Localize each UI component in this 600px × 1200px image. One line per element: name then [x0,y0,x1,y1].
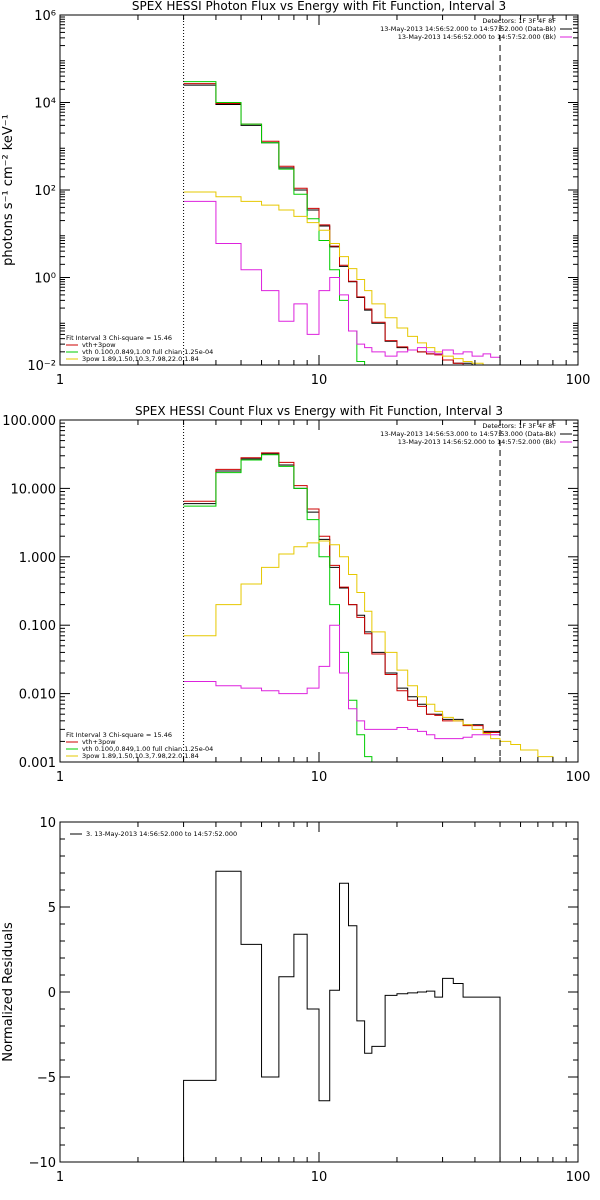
legend-bottom-entry: vth 0.100,0.849,1.00 full chian 1.25e-04 [82,745,213,753]
series-vth-3pow [183,452,501,733]
series-3pow [183,540,567,762]
y-tick-label: 10⁶ [34,9,56,24]
series-data-bk [183,453,501,732]
y-tick-label: 5 [48,901,56,916]
series-data-bk [183,84,473,365]
y-tick-label: 1.000 [19,551,56,566]
legend-bottom-entry: 3pow 1.89,1.50,10.3,7.98,22.0,1.84 [82,752,199,760]
legend-bottom-entry: Fit Interval 3 Chi-square = 15.46 [66,334,172,342]
chart-title: SPEX HESSI Count Flux vs Energy with Fit… [135,404,503,418]
legend-entry: 3. 13-May-2013 14:56:52.000 to 14:57:52.… [86,830,237,838]
series-bk [183,624,501,740]
legend-top-entry: 13-May-2013 14:56:52.000 to 14:57:52.000… [398,33,556,41]
y-axis-label: Normalized Residuals [1,922,16,1062]
x-tick-label: 10 [311,770,328,785]
series-vth [183,81,366,365]
series-vth-3pow [183,83,473,365]
y-tick-label: −5 [37,1071,56,1086]
legend-bottom-entry: vth+3pow [82,738,116,746]
legend-bottom-entry: 3pow 1.89,1.50,10.3,7.98,22.0,1.84 [82,355,199,363]
series-3pow [183,191,492,365]
legend-top-entry: Detectors: 1F 3F 4F 8F [482,17,556,25]
x-tick-label: 10 [311,1170,328,1185]
y-tick-label: 100.000 [2,414,56,429]
y-tick-label: 10⁻² [27,359,56,374]
legend-top-entry: 13-May-2013 14:56:52.000 to 14:57:52.000… [380,25,556,33]
y-tick-label: 0 [48,986,56,1001]
x-tick-label: 1 [56,373,64,388]
x-tick-label: 100 [566,373,591,388]
series-bk [183,200,501,358]
y-tick-label: 0.010 [19,688,56,703]
legend-bottom-entry: vth 0.100,0.849,1.00 full chian 1.25e-04 [82,348,213,356]
chart-title: SPEX HESSI Photon Flux vs Energy with Fi… [132,0,506,13]
x-tick-label: 100 [566,770,591,785]
y-axis-label: photons s⁻¹ cm⁻² keV⁻¹ [1,114,16,266]
y-tick-label: 10 [39,816,56,831]
y-tick-label: 10.000 [11,482,57,497]
x-tick-label: 10 [311,373,328,388]
y-tick-label: −10 [29,1156,56,1171]
x-tick-label: 1 [56,770,64,785]
legend-bottom-entry: vth+3pow [82,341,116,349]
series-residuals [183,870,501,1162]
legend-top-entry: 13-May-2013 14:56:53.000 to 14:57:53.000… [380,430,556,438]
x-tick-label: 100 [566,1170,591,1185]
y-tick-label: 0.100 [19,619,56,634]
y-tick-label: 10² [34,184,56,199]
legend-top-entry: Detectors: 1F 3F 4F 8F [482,422,556,430]
y-tick-label: 0.001 [19,756,56,771]
legend-bottom-entry: Fit Interval 3 Chi-square = 15.46 [66,731,172,739]
x-tick-label: 1 [56,1170,64,1185]
y-tick-label: 10⁴ [34,97,56,112]
legend-top-entry: 13-May-2013 14:56:52.000 to 14:57:52.000… [398,438,556,446]
y-tick-label: 10⁰ [34,272,56,287]
